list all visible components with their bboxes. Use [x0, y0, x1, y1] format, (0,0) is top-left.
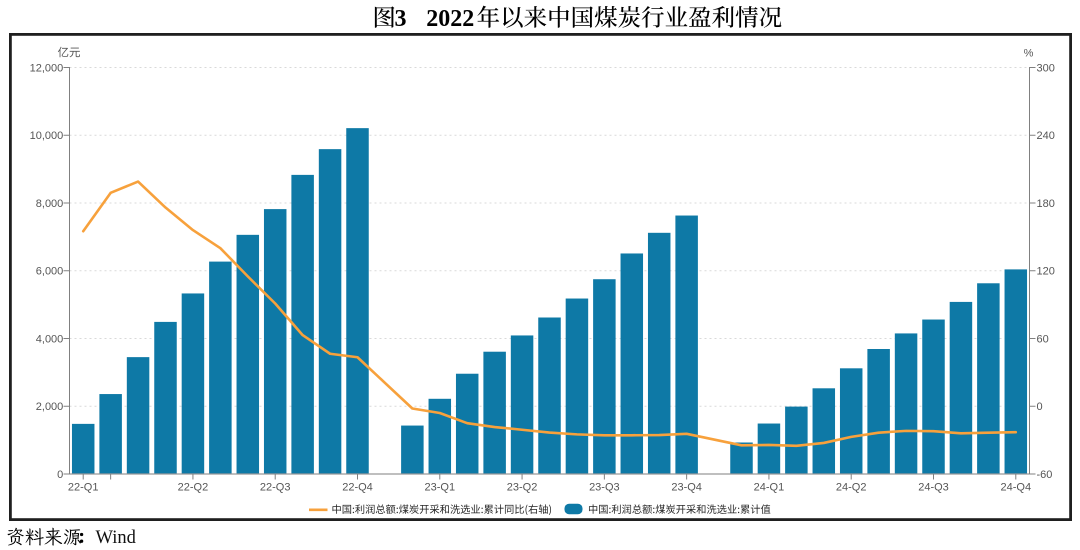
svg-text:Wind: Wind: [96, 528, 137, 548]
svg-text:4,000: 4,000: [36, 333, 64, 345]
svg-text:240: 240: [1037, 130, 1055, 142]
svg-text:6,000: 6,000: [36, 266, 64, 278]
svg-text:23-Q2: 23-Q2: [507, 482, 538, 494]
svg-text:24-Q4: 24-Q4: [1001, 482, 1032, 494]
svg-text:24-Q2: 24-Q2: [836, 482, 867, 494]
svg-text:300: 300: [1037, 62, 1055, 74]
svg-text:0: 0: [57, 469, 63, 481]
svg-text:23-Q3: 23-Q3: [589, 482, 620, 494]
svg-text:2022: 2022: [426, 6, 474, 32]
svg-text:2,000: 2,000: [36, 401, 64, 413]
svg-text:22-Q4: 22-Q4: [342, 482, 373, 494]
svg-text:120: 120: [1037, 266, 1055, 278]
svg-text:-60: -60: [1037, 469, 1053, 481]
svg-text:24-Q3: 24-Q3: [918, 482, 949, 494]
svg-text:10,000: 10,000: [30, 130, 64, 142]
svg-text:22-Q3: 22-Q3: [260, 482, 291, 494]
svg-text:22-Q2: 22-Q2: [178, 482, 209, 494]
svg-text:%: %: [1024, 47, 1034, 59]
svg-text:0: 0: [1037, 401, 1043, 413]
svg-text:24-Q1: 24-Q1: [754, 482, 785, 494]
svg-text:180: 180: [1037, 198, 1055, 210]
svg-text:23-Q1: 23-Q1: [425, 482, 456, 494]
svg-text:22-Q1: 22-Q1: [68, 482, 99, 494]
svg-text:60: 60: [1037, 333, 1049, 345]
svg-text:8,000: 8,000: [36, 198, 64, 210]
svg-text:23-Q4: 23-Q4: [671, 482, 702, 494]
svg-text:12,000: 12,000: [30, 62, 64, 74]
svg-text:3: 3: [395, 6, 407, 32]
